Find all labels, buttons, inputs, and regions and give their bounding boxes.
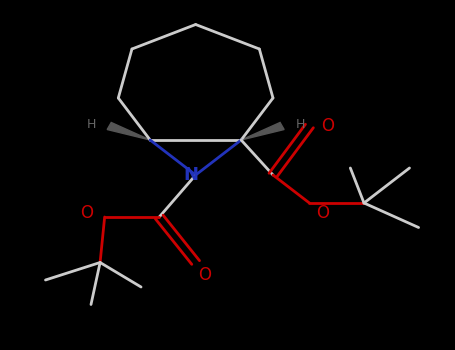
Text: H: H xyxy=(296,118,305,131)
Text: O: O xyxy=(317,204,329,223)
Text: O: O xyxy=(80,204,93,223)
Polygon shape xyxy=(241,122,284,140)
Text: O: O xyxy=(198,266,211,284)
Text: H: H xyxy=(86,118,96,131)
Text: N: N xyxy=(184,166,198,184)
Polygon shape xyxy=(107,122,150,140)
Text: O: O xyxy=(321,117,334,135)
